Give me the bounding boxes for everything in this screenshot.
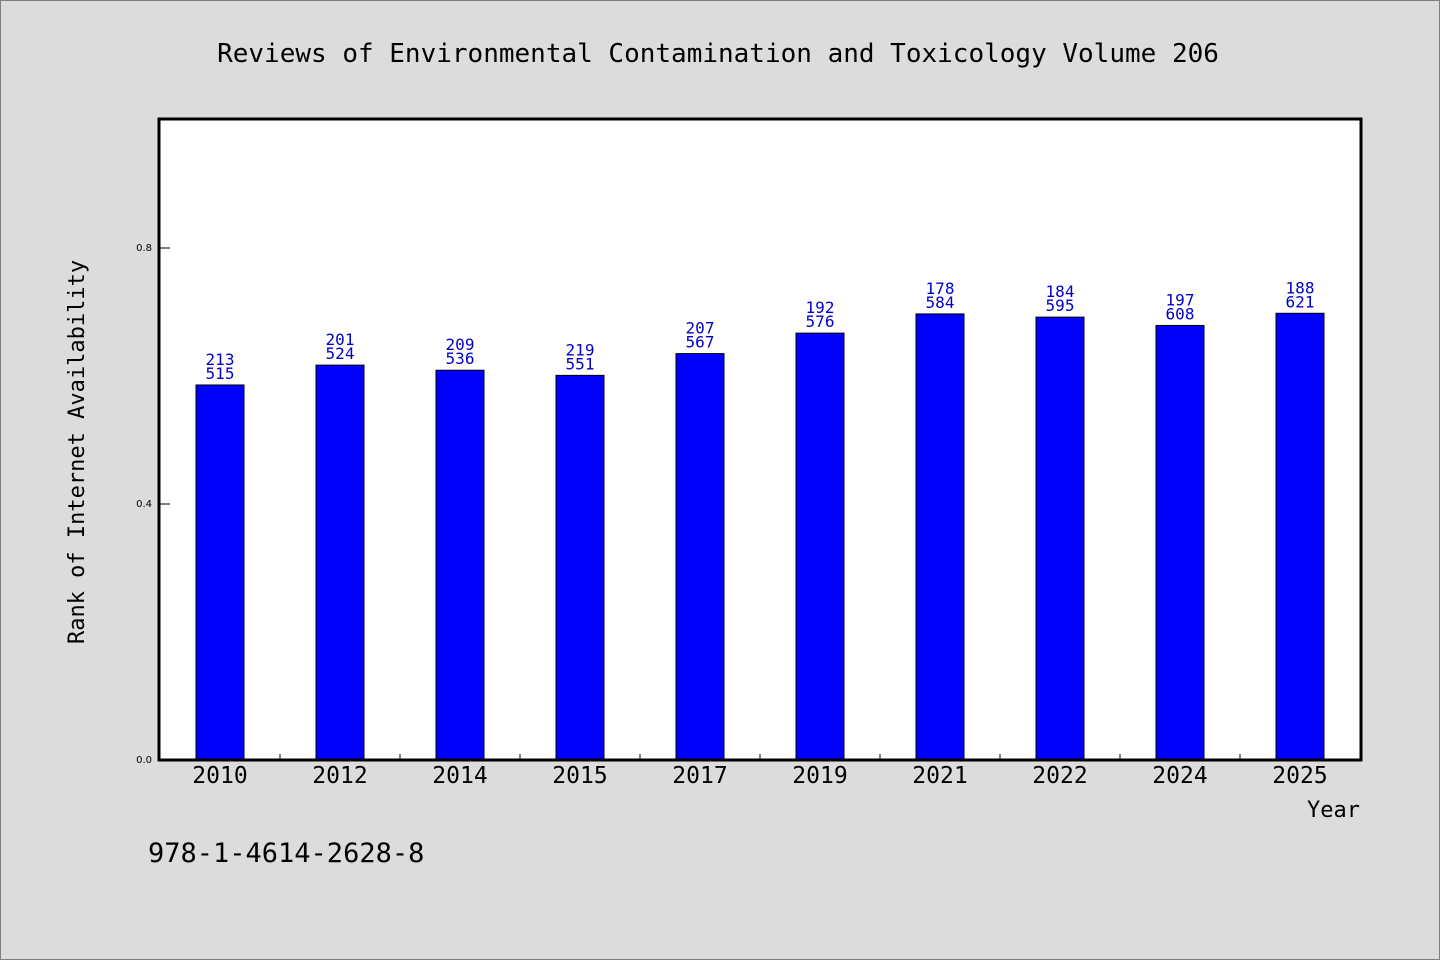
bar-label-top-2024: 197 [1166,290,1195,309]
x-axis-ticks: 2010 2012 2014 2015 2017 2019 2021 2022 2024 2025 [192,754,1328,789]
x-axis-label: Year [1307,798,1360,823]
x-tick-label-2010: 2010 [192,763,247,789]
bar-2022 [1035,316,1085,761]
x-tick-label-2025: 2025 [1272,763,1327,789]
y-tick-label-0.8: 0.8 [136,243,152,254]
x-tick-label-2015: 2015 [552,763,607,789]
bar-label-top-2012: 201 [326,330,355,349]
y-tick-label-0.4: 0.4 [136,499,152,510]
bar-label-bottom-2014: 536 [446,349,475,368]
bar-2024 [1155,324,1205,761]
bar-label-bottom-2025: 621 [1286,292,1315,311]
bar-2021 [915,313,965,761]
bar-2010 [195,384,245,761]
x-tick-label-2014: 2014 [432,763,487,789]
bar-2012 [315,364,365,761]
bar-label-top-2021: 178 [926,279,955,298]
bar-label-bottom-2022: 595 [1046,296,1075,315]
bar-label-top-2017: 207 [686,319,715,338]
bar-2025 [1275,312,1325,761]
bar-label-bottom-2021: 584 [926,293,955,312]
bar-2017 [675,353,725,761]
bars-group [195,312,1325,761]
bar-label-top-2025: 188 [1286,278,1315,297]
bar-label-bottom-2019: 576 [806,312,835,331]
y-axis-label: Rank of Internet Availability [65,260,90,644]
plot-border [157,117,1363,762]
bar-label-top-2010: 213 [206,350,235,369]
bar-label-top-2015: 219 [566,340,595,359]
bar-label-bottom-2010: 515 [206,364,235,383]
bar-label-bottom-2024: 608 [1166,304,1195,323]
bar-label-bottom-2017: 567 [686,333,715,352]
x-tick-label-2021: 2021 [912,763,967,789]
isbn-footnote: 978-1-4614-2628-8 [148,838,424,869]
bar-2019 [795,332,845,761]
bar-2014 [435,369,485,761]
bar-label-top-2022: 184 [1046,282,1075,301]
bar-label-top-2014: 209 [446,335,475,354]
bar-label-bottom-2012: 524 [326,344,355,363]
bar-2015 [555,374,605,761]
x-tick-label-2024: 2024 [1152,763,1207,789]
x-tick-label-2022: 2022 [1032,763,1087,789]
x-tick-label-2012: 2012 [312,763,367,789]
y-tick-label-0.0: 0.0 [136,755,152,766]
x-tick-label-2017: 2017 [672,763,727,789]
x-tick-label-2019: 2019 [792,763,847,789]
bar-label-bottom-2015: 551 [566,354,595,373]
chart-title: Reviews of Environmental Contamination a… [217,39,1219,69]
bar-label-top-2019: 192 [806,298,835,317]
